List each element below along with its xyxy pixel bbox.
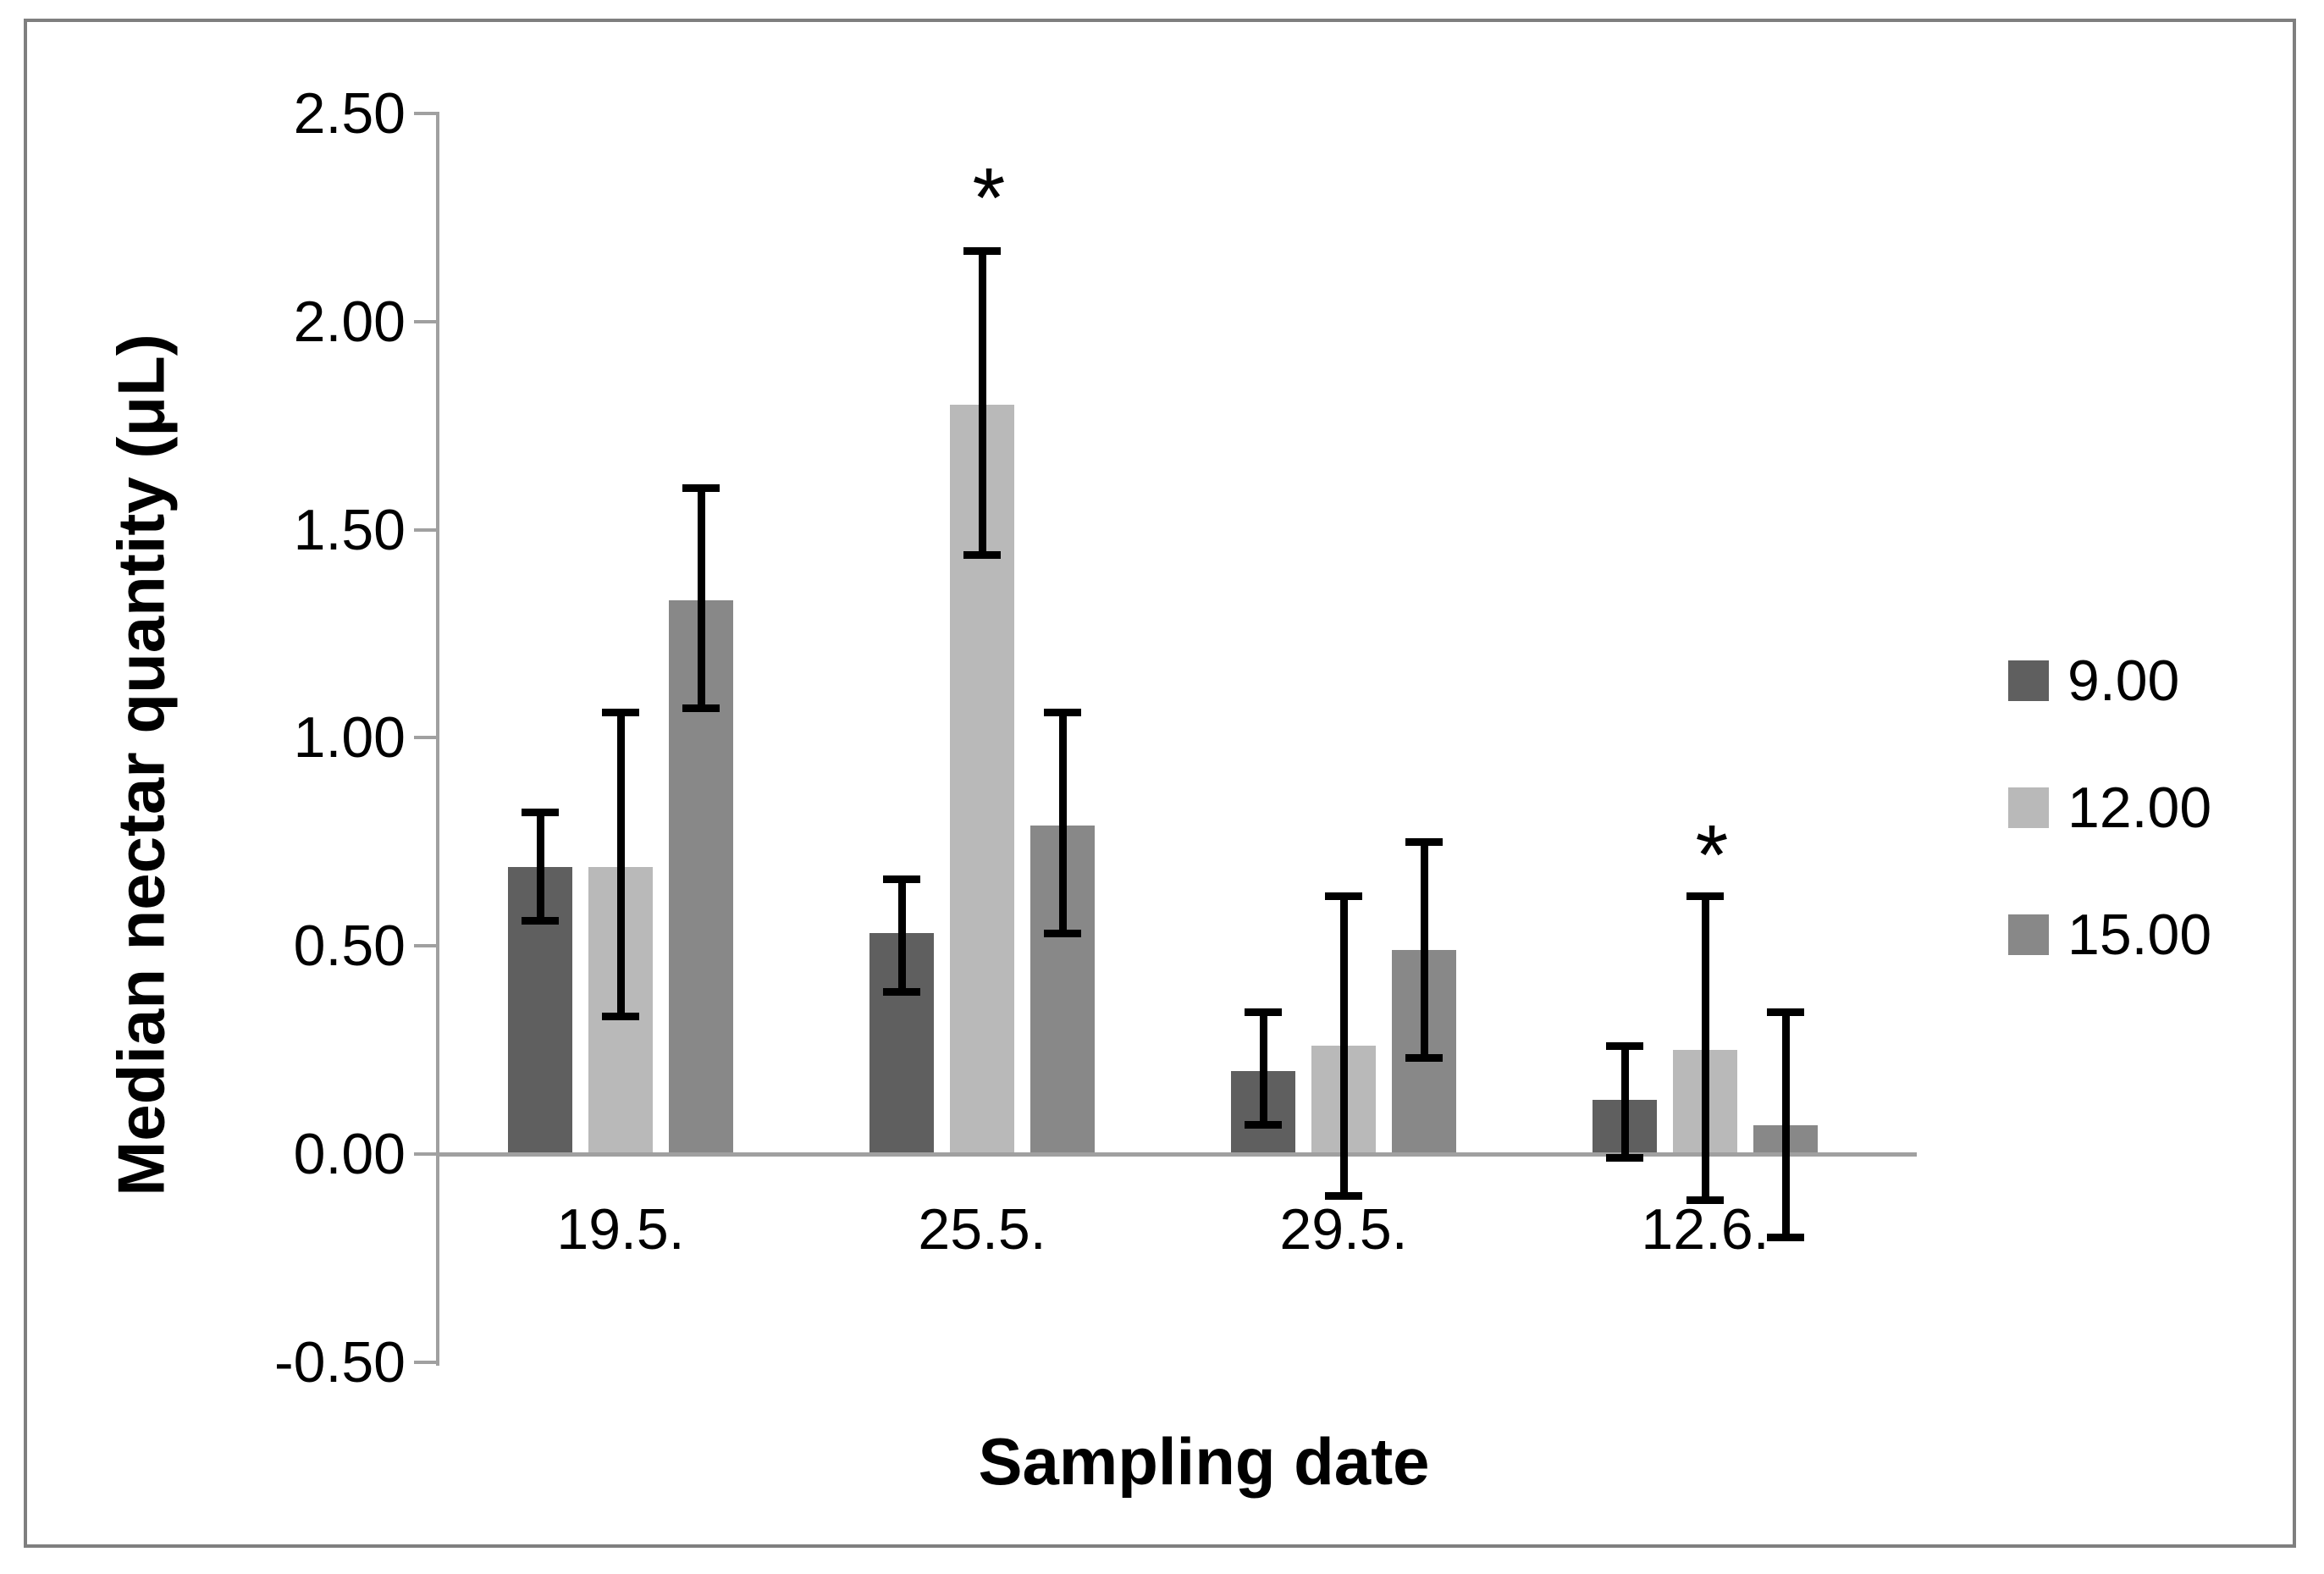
x-category-label: 19.5. — [556, 1197, 685, 1262]
error-bar-line — [536, 812, 544, 921]
x-category-label: 29.5. — [1279, 1197, 1408, 1262]
error-bar-line — [1339, 896, 1348, 1196]
error-bar-cap-top — [963, 246, 1001, 255]
error-bar-cap-top — [1767, 1008, 1804, 1017]
plot-area: 2.50 2.00 1.50 1.00 0.50 0.00 -0.50 19.5. 25.5. 2… — [27, 22, 2299, 1551]
legend-item: 9.00 — [2008, 647, 2179, 715]
x-axis-title: Sampling date — [978, 1424, 1430, 1499]
error-bar-line — [1701, 896, 1709, 1201]
y-tick — [414, 1360, 436, 1364]
error-bar-line — [1620, 1046, 1629, 1158]
error-bar-cap-bottom — [963, 550, 1001, 559]
legend-label: 12.00 — [2067, 776, 2212, 840]
error-bar-cap-bottom — [522, 917, 559, 925]
error-bar-cap-bottom — [602, 1013, 639, 1021]
chart-border: Median nectar quantity (μL) Sampling dat… — [24, 19, 2296, 1548]
error-bar-cap-bottom — [1767, 1233, 1804, 1241]
error-bar-cap-top — [1245, 1008, 1282, 1017]
error-bar-cap-top — [883, 875, 920, 884]
x-category-label: 12.6. — [1641, 1197, 1769, 1262]
y-tick-label: 0.50 — [293, 914, 406, 979]
x-axis-line — [436, 1152, 1917, 1157]
y-tick — [414, 319, 436, 323]
error-bar-cap-top — [1606, 1041, 1643, 1050]
error-bar-line — [1058, 712, 1067, 934]
error-bar-line — [1420, 842, 1428, 1058]
y-tick-label: 1.00 — [293, 705, 406, 770]
y-axis-line — [436, 112, 439, 1366]
legend-swatch-icon — [2008, 787, 2049, 828]
legend-swatch-icon — [2008, 914, 2049, 955]
y-tick — [414, 527, 436, 532]
error-bar-line — [616, 712, 625, 1017]
error-bar-cap-top — [1686, 892, 1724, 900]
error-bar-line — [978, 251, 986, 555]
error-bar-line — [1259, 1012, 1267, 1125]
legend-item: 12.00 — [2008, 774, 2211, 842]
error-bar-line — [897, 879, 906, 992]
significance-asterisk: * — [1695, 808, 1729, 903]
error-bar-cap-bottom — [1245, 1121, 1282, 1129]
y-tick-label: 0.00 — [293, 1122, 406, 1186]
error-bar-cap-bottom — [1405, 1054, 1443, 1063]
y-tick-label: 1.50 — [293, 497, 406, 562]
legend-label: 9.00 — [2067, 649, 2180, 713]
legend-label: 15.00 — [2067, 903, 2212, 967]
error-bar-cap-top — [1044, 709, 1081, 717]
error-bar-cap-bottom — [682, 704, 720, 713]
error-bar-cap-top — [602, 709, 639, 717]
y-tick — [414, 944, 436, 948]
x-category-label: 25.5. — [918, 1197, 1046, 1262]
error-bar-cap-top — [522, 809, 559, 817]
error-bar-line — [697, 488, 705, 709]
y-tick-label: 2.00 — [293, 289, 406, 354]
error-bar-cap-top — [682, 483, 720, 492]
error-bar-cap-bottom — [1686, 1196, 1724, 1204]
error-bar-line — [1781, 1012, 1790, 1238]
y-tick — [414, 736, 436, 740]
y-tick — [414, 1152, 436, 1156]
error-bar-cap-bottom — [1044, 929, 1081, 937]
error-bar-cap-bottom — [1325, 1191, 1362, 1200]
legend-item: 15.00 — [2008, 901, 2211, 969]
error-bar-cap-top — [1325, 892, 1362, 900]
error-bar-cap-bottom — [883, 987, 920, 996]
legend-swatch-icon — [2008, 660, 2049, 701]
error-bar-cap-top — [1405, 837, 1443, 846]
y-tick — [414, 112, 436, 115]
y-tick-label: 2.50 — [293, 81, 406, 146]
y-tick-label: -0.50 — [274, 1329, 406, 1395]
significance-asterisk: * — [972, 150, 1006, 246]
error-bar-cap-bottom — [1606, 1154, 1643, 1163]
